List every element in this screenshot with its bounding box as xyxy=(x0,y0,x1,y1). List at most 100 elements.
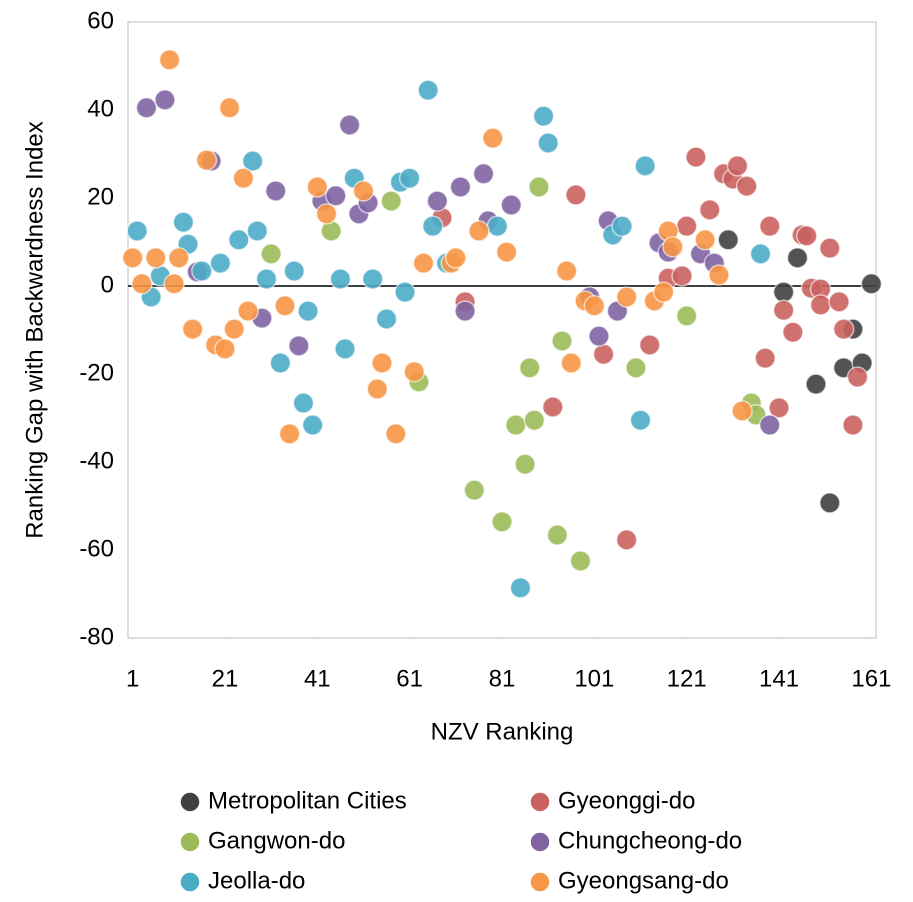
point xyxy=(255,268,278,290)
point xyxy=(144,247,167,269)
y-tick-label: -60 xyxy=(79,535,114,562)
point xyxy=(223,318,245,340)
point xyxy=(482,127,504,149)
legend-label: Jeolla-do xyxy=(208,867,305,894)
point xyxy=(232,167,255,189)
point xyxy=(426,190,449,212)
legend-label: Chungcheong-do xyxy=(558,827,742,854)
point xyxy=(421,215,444,237)
y-tick-label: -40 xyxy=(79,447,114,474)
point xyxy=(514,453,536,475)
point xyxy=(615,286,638,308)
point xyxy=(334,338,356,360)
point xyxy=(301,414,324,436)
point xyxy=(537,132,559,154)
point xyxy=(795,225,818,247)
point xyxy=(828,291,850,313)
point xyxy=(325,185,347,207)
point xyxy=(782,321,804,343)
point xyxy=(283,260,305,282)
point xyxy=(394,281,416,303)
legend-marker xyxy=(529,831,551,853)
point xyxy=(565,184,587,206)
point xyxy=(491,511,513,533)
point xyxy=(569,550,592,572)
point xyxy=(380,190,402,212)
point xyxy=(468,220,490,242)
point xyxy=(154,89,176,111)
point xyxy=(121,247,144,269)
point xyxy=(675,305,698,327)
x-tick-label: 121 xyxy=(667,665,707,692)
point xyxy=(819,492,841,514)
point xyxy=(772,281,795,303)
y-tick-label: 0 xyxy=(101,271,114,298)
point xyxy=(417,79,439,101)
point xyxy=(463,479,486,501)
y-tick-label: -80 xyxy=(79,623,114,650)
point xyxy=(611,215,633,237)
point xyxy=(708,264,730,286)
point xyxy=(685,146,707,168)
point xyxy=(398,167,421,189)
point xyxy=(352,180,375,202)
point xyxy=(528,176,550,198)
point xyxy=(652,281,675,303)
point xyxy=(523,409,546,431)
point xyxy=(158,49,181,71)
point xyxy=(860,273,883,295)
x-axis-label: NZV Ranking xyxy=(431,718,574,745)
point xyxy=(592,343,615,365)
point xyxy=(135,97,158,119)
point xyxy=(454,300,476,322)
point xyxy=(297,300,319,322)
point xyxy=(445,247,467,269)
point xyxy=(371,352,393,374)
point xyxy=(639,334,661,356)
y-tick-label: 60 xyxy=(87,7,114,34)
point xyxy=(749,243,772,265)
point xyxy=(805,373,827,395)
point xyxy=(163,273,185,295)
point xyxy=(555,260,578,282)
point xyxy=(754,347,776,369)
point xyxy=(246,220,269,242)
point xyxy=(209,252,232,274)
point xyxy=(694,229,716,251)
point xyxy=(768,397,790,419)
point xyxy=(717,229,739,251)
point xyxy=(832,318,855,340)
point xyxy=(819,237,841,259)
x-tick-label: 161 xyxy=(851,665,891,692)
point xyxy=(237,300,259,322)
point xyxy=(629,409,652,431)
point xyxy=(385,423,407,445)
point xyxy=(583,295,606,317)
point xyxy=(172,211,195,233)
legend-label: Gangwon-do xyxy=(208,827,345,854)
point xyxy=(509,577,532,599)
point xyxy=(265,180,287,202)
point xyxy=(214,338,236,360)
point xyxy=(449,176,472,198)
point xyxy=(338,114,361,136)
x-tick-label: 101 xyxy=(574,665,614,692)
point xyxy=(726,155,749,177)
point xyxy=(288,335,310,357)
x-tick-label: 141 xyxy=(759,665,799,692)
point xyxy=(546,524,569,546)
point xyxy=(292,392,315,414)
legend-marker xyxy=(529,791,551,813)
point xyxy=(625,357,647,379)
point xyxy=(329,268,352,290)
point xyxy=(361,268,384,290)
point xyxy=(500,194,522,216)
y-tick-label: 40 xyxy=(87,95,114,122)
point xyxy=(403,361,426,383)
x-tick-label: 61 xyxy=(396,665,423,692)
point xyxy=(260,243,282,265)
y-axis-label: Ranking Gap with Backwardness Index xyxy=(21,121,48,539)
point xyxy=(228,229,250,251)
point xyxy=(662,236,684,258)
